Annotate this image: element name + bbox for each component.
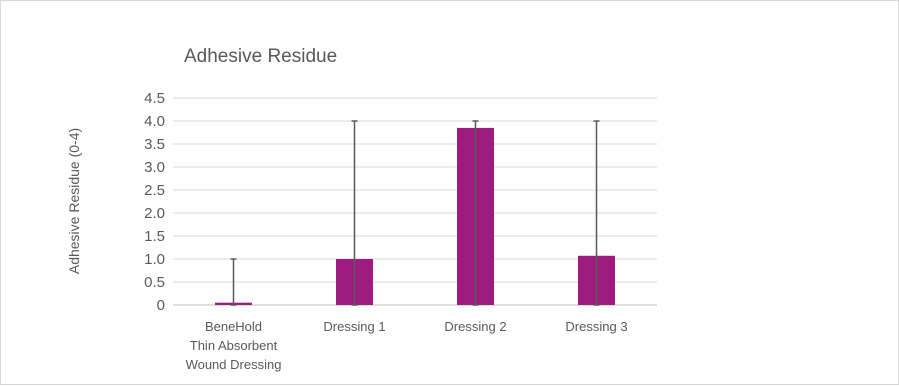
y-tick-labels: 0 0.5 1.0 1.5 2.0 2.5 3.0 3.5 4.0 4.5 (144, 90, 165, 314)
y-axis-label: Adhesive Residue (0-4) (66, 128, 82, 274)
gridlines (173, 97, 657, 306)
error-bar (351, 120, 358, 306)
y-tick-label: 2.0 (144, 205, 165, 222)
x-tick-label: Thin Absorbent (190, 338, 278, 353)
bars (215, 127, 615, 306)
x-tick-label: Dressing 2 (444, 319, 506, 334)
error-bar (472, 120, 479, 306)
x-tick-labels: BeneHold Thin Absorbent Wound Dressing Dres… (186, 319, 628, 372)
x-tick-label: Dressing 3 (565, 319, 627, 334)
y-tick-label: 1.5 (144, 228, 165, 245)
x-tick-label: BeneHold (205, 319, 262, 334)
error-bar (230, 258, 237, 306)
y-tick-label: 0.5 (144, 274, 165, 291)
error-bar (593, 120, 600, 306)
x-tick-label: Wound Dressing (186, 357, 282, 372)
y-tick-label: 4.0 (144, 113, 165, 130)
y-tick-label: 3.0 (144, 159, 165, 176)
error-bars (230, 120, 600, 306)
y-tick-label: 2.5 (144, 182, 165, 199)
y-tick-label: 4.5 (144, 90, 165, 107)
y-tick-label: 3.5 (144, 136, 165, 153)
y-tick-label: 1.0 (144, 251, 165, 268)
chart-title: Adhesive Residue (184, 46, 337, 67)
y-tick-label: 0 (157, 297, 165, 314)
x-tick-label: Dressing 1 (323, 319, 385, 334)
